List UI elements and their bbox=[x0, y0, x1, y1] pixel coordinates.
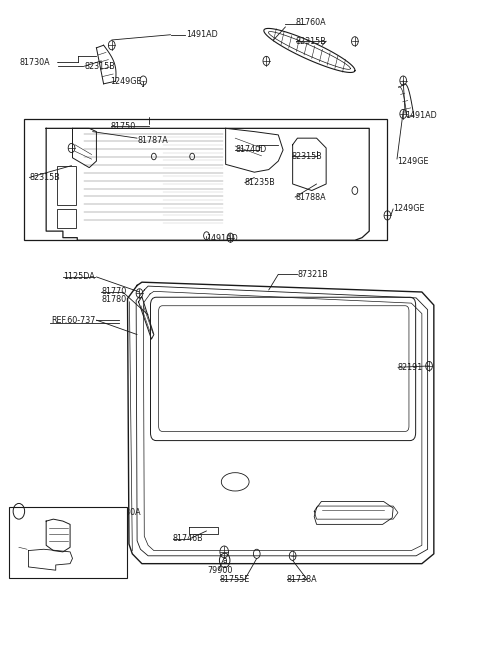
Text: 1125DA: 1125DA bbox=[65, 538, 97, 547]
Text: 87321B: 87321B bbox=[298, 270, 328, 279]
Text: 1491AD: 1491AD bbox=[186, 30, 217, 39]
Text: 81770: 81770 bbox=[101, 287, 126, 297]
Text: 82315B: 82315B bbox=[296, 37, 327, 46]
Text: 1249GE: 1249GE bbox=[110, 77, 142, 87]
Bar bbox=[57, 166, 76, 205]
Bar bbox=[9, 507, 127, 578]
Text: 81787A: 81787A bbox=[137, 136, 168, 144]
Text: 81746B: 81746B bbox=[173, 534, 204, 543]
Text: 81210: 81210 bbox=[12, 554, 36, 563]
Text: 1249GE: 1249GE bbox=[397, 157, 429, 165]
Text: 82315B: 82315B bbox=[84, 62, 115, 71]
Text: 81780: 81780 bbox=[101, 295, 126, 304]
Bar bbox=[24, 119, 387, 240]
Text: 1491AD: 1491AD bbox=[206, 234, 238, 243]
Text: REF.60-737: REF.60-737 bbox=[51, 316, 96, 325]
Bar bbox=[57, 209, 76, 228]
Text: 81738A: 81738A bbox=[287, 575, 318, 584]
Text: 1249GE: 1249GE bbox=[393, 205, 425, 213]
Text: 81235B: 81235B bbox=[245, 178, 276, 187]
Text: 79900: 79900 bbox=[207, 565, 233, 575]
Text: a: a bbox=[16, 507, 21, 516]
Text: 81760A: 81760A bbox=[296, 18, 326, 27]
Text: 1125DA: 1125DA bbox=[63, 272, 95, 281]
Text: 81740D: 81740D bbox=[235, 146, 266, 154]
Text: 1491AD: 1491AD bbox=[405, 111, 437, 120]
Text: 81456C: 81456C bbox=[10, 527, 41, 537]
Text: 82315B: 82315B bbox=[292, 152, 323, 161]
Text: 82315B: 82315B bbox=[29, 173, 60, 182]
Text: 82191: 82191 bbox=[398, 363, 423, 372]
Text: 81730A: 81730A bbox=[20, 58, 50, 67]
Text: a: a bbox=[222, 556, 227, 565]
Text: 81750: 81750 bbox=[111, 122, 136, 131]
Text: 81788A: 81788A bbox=[295, 193, 325, 201]
Text: 81755E: 81755E bbox=[220, 575, 250, 584]
Text: 81230A: 81230A bbox=[111, 508, 142, 517]
